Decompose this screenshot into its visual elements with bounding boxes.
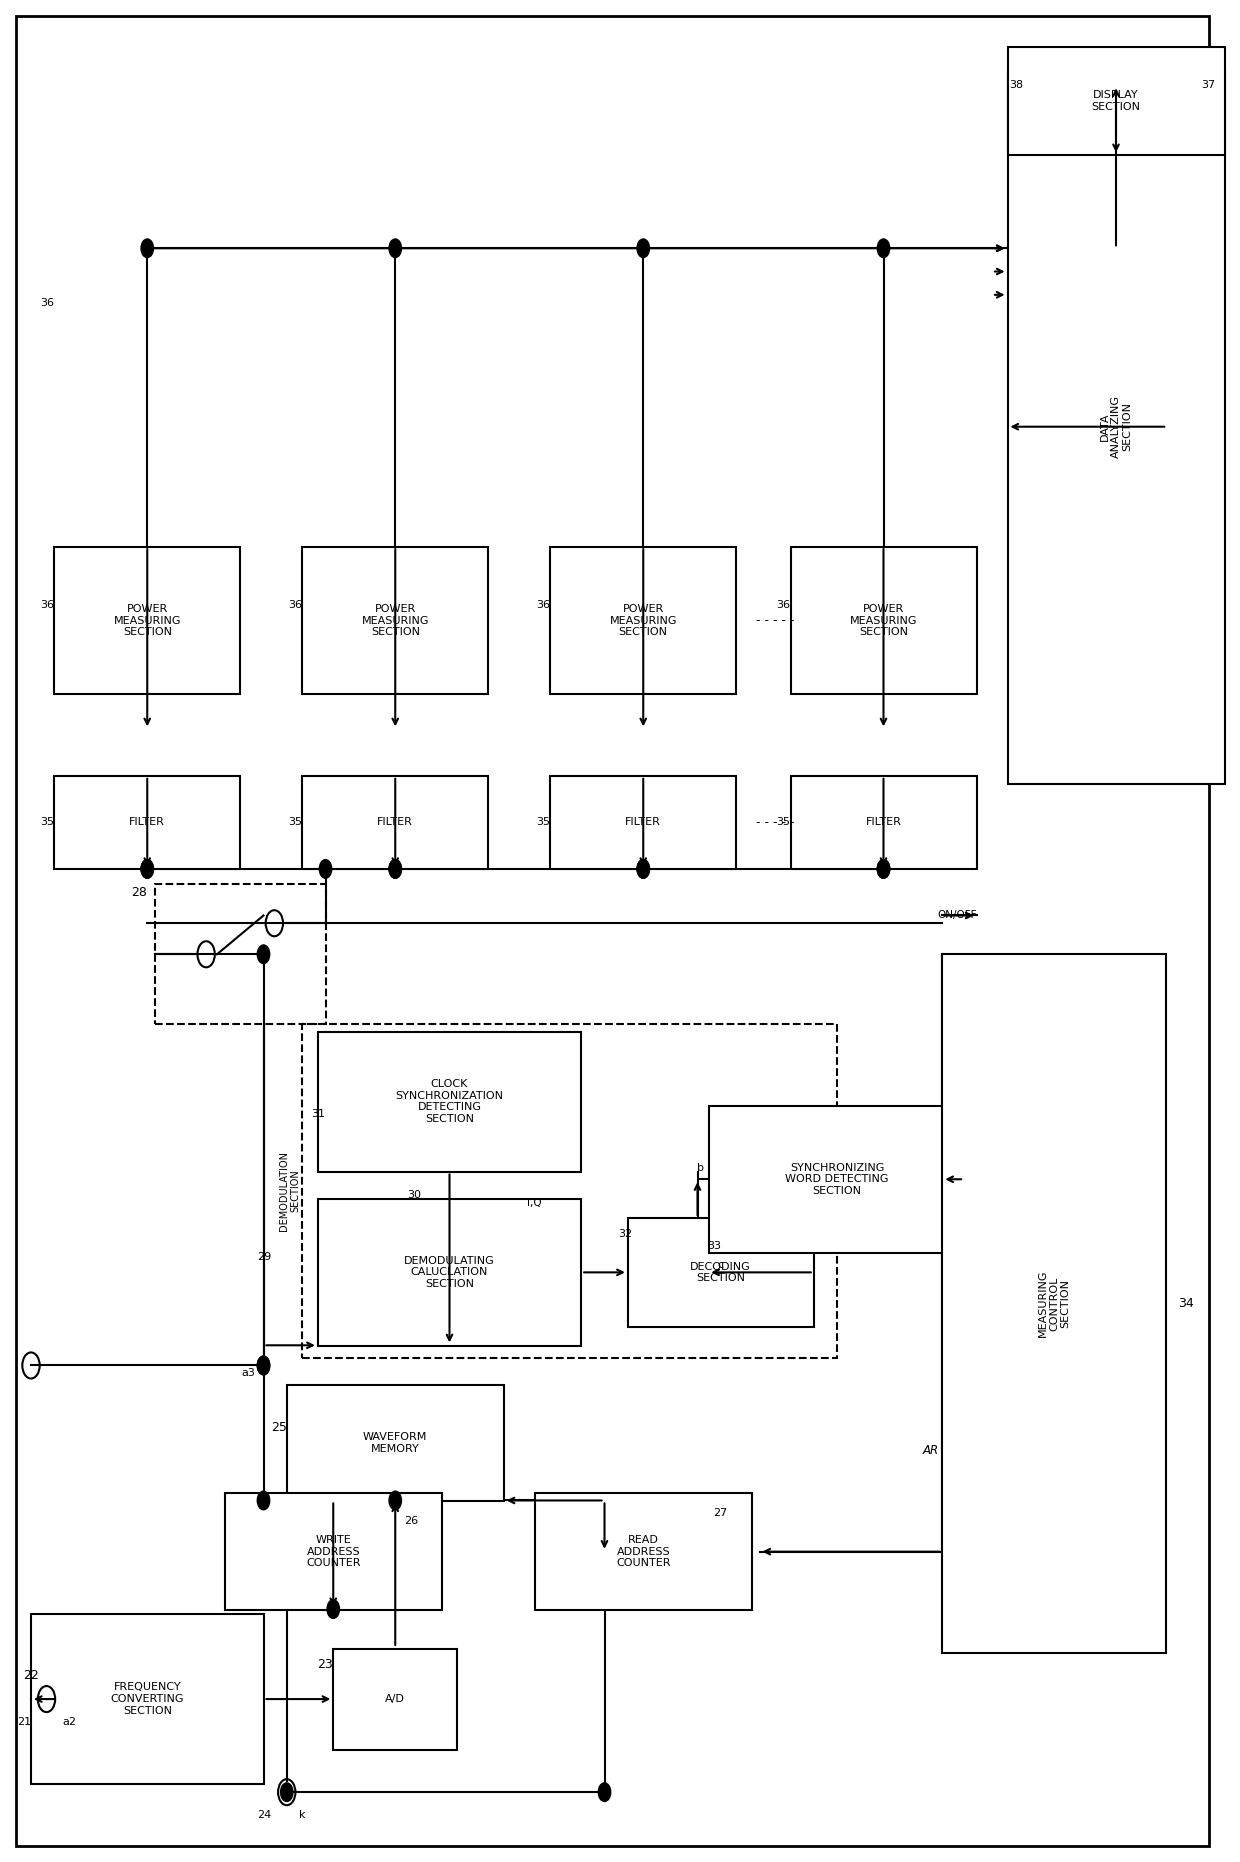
FancyBboxPatch shape xyxy=(1007,47,1225,155)
Text: b: b xyxy=(697,1164,704,1173)
FancyBboxPatch shape xyxy=(303,547,489,695)
FancyBboxPatch shape xyxy=(941,953,1167,1653)
Circle shape xyxy=(280,1784,293,1802)
Text: - - - - -: - - - - - xyxy=(755,614,795,627)
FancyBboxPatch shape xyxy=(334,1648,458,1750)
Text: 31: 31 xyxy=(311,1110,325,1119)
Text: POWER
MEASURING
SECTION: POWER MEASURING SECTION xyxy=(114,603,181,637)
Text: k: k xyxy=(299,1810,305,1821)
Text: WRITE
ADDRESS
COUNTER: WRITE ADDRESS COUNTER xyxy=(306,1534,361,1568)
FancyBboxPatch shape xyxy=(709,1106,965,1253)
Text: CLOCK
SYNCHRONIZATION
DETECTING
SECTION: CLOCK SYNCHRONIZATION DETECTING SECTION xyxy=(396,1080,503,1125)
Text: 25: 25 xyxy=(270,1421,286,1434)
Text: DECODING
SECTION: DECODING SECTION xyxy=(691,1262,751,1283)
Circle shape xyxy=(141,860,154,879)
FancyBboxPatch shape xyxy=(534,1493,751,1611)
FancyBboxPatch shape xyxy=(31,1614,263,1784)
Text: 35: 35 xyxy=(288,817,303,827)
Circle shape xyxy=(637,860,650,879)
Circle shape xyxy=(389,238,402,257)
Text: SYNCHRONIZING
WORD DETECTING
SECTION: SYNCHRONIZING WORD DETECTING SECTION xyxy=(785,1162,889,1195)
Text: I,Q: I,Q xyxy=(527,1197,542,1208)
Circle shape xyxy=(637,860,650,879)
Text: 36: 36 xyxy=(776,600,791,611)
Text: - - - - -: - - - - - xyxy=(755,816,795,829)
Text: DEMODULATION
SECTION: DEMODULATION SECTION xyxy=(279,1151,300,1231)
Text: POWER
MEASURING
SECTION: POWER MEASURING SECTION xyxy=(362,603,429,637)
FancyBboxPatch shape xyxy=(224,1493,441,1611)
Circle shape xyxy=(389,860,402,879)
Text: 35: 35 xyxy=(536,817,551,827)
FancyBboxPatch shape xyxy=(1007,69,1225,784)
FancyBboxPatch shape xyxy=(791,547,977,695)
Text: FILTER: FILTER xyxy=(377,817,413,827)
Text: 36: 36 xyxy=(536,600,551,611)
Text: 28: 28 xyxy=(131,886,148,899)
FancyBboxPatch shape xyxy=(551,776,737,870)
FancyBboxPatch shape xyxy=(551,547,737,695)
Text: a3: a3 xyxy=(242,1369,255,1378)
Text: 36: 36 xyxy=(288,600,303,611)
Circle shape xyxy=(389,860,402,879)
FancyBboxPatch shape xyxy=(627,1218,813,1326)
FancyBboxPatch shape xyxy=(303,776,489,870)
Text: 26: 26 xyxy=(404,1516,418,1525)
FancyBboxPatch shape xyxy=(286,1385,503,1501)
Text: POWER
MEASURING
SECTION: POWER MEASURING SECTION xyxy=(610,603,677,637)
Text: 36: 36 xyxy=(40,298,55,307)
Text: FILTER: FILTER xyxy=(866,817,901,827)
Text: FILTER: FILTER xyxy=(129,817,165,827)
Text: 27: 27 xyxy=(714,1508,728,1518)
Text: 22: 22 xyxy=(24,1670,38,1681)
Circle shape xyxy=(258,1491,270,1510)
Circle shape xyxy=(878,860,890,879)
Circle shape xyxy=(141,238,154,257)
Text: 21: 21 xyxy=(17,1717,31,1728)
FancyBboxPatch shape xyxy=(317,1199,582,1346)
Circle shape xyxy=(878,238,890,257)
Text: MEASURING
CONTROL
SECTION: MEASURING CONTROL SECTION xyxy=(1038,1270,1070,1337)
Text: 35: 35 xyxy=(776,817,791,827)
Text: 24: 24 xyxy=(257,1810,272,1821)
Text: READ
ADDRESS
COUNTER: READ ADDRESS COUNTER xyxy=(616,1534,671,1568)
FancyBboxPatch shape xyxy=(55,547,241,695)
Text: 32: 32 xyxy=(619,1229,632,1238)
FancyBboxPatch shape xyxy=(317,1032,582,1171)
FancyBboxPatch shape xyxy=(791,776,977,870)
Text: ON/OFF: ON/OFF xyxy=(937,911,977,920)
Text: 35: 35 xyxy=(40,817,55,827)
Text: AR: AR xyxy=(923,1445,939,1458)
Text: 29: 29 xyxy=(257,1251,272,1262)
Circle shape xyxy=(878,860,890,879)
Text: 23: 23 xyxy=(317,1659,334,1672)
Text: a2: a2 xyxy=(63,1717,77,1728)
Circle shape xyxy=(258,1356,270,1374)
Text: WAVEFORM
MEMORY: WAVEFORM MEMORY xyxy=(363,1432,428,1454)
FancyBboxPatch shape xyxy=(55,776,241,870)
Circle shape xyxy=(319,860,332,879)
Circle shape xyxy=(258,946,270,965)
Text: 36: 36 xyxy=(40,600,55,611)
Circle shape xyxy=(637,238,650,257)
Text: 38: 38 xyxy=(1009,80,1023,91)
Circle shape xyxy=(141,860,154,879)
Text: DISPLAY
SECTION: DISPLAY SECTION xyxy=(1091,89,1141,112)
Text: POWER
MEASURING
SECTION: POWER MEASURING SECTION xyxy=(849,603,918,637)
Circle shape xyxy=(598,1784,611,1802)
Circle shape xyxy=(258,1356,270,1374)
Text: FREQUENCY
CONVERTING
SECTION: FREQUENCY CONVERTING SECTION xyxy=(110,1683,184,1715)
Text: 34: 34 xyxy=(1178,1298,1194,1309)
Text: 30: 30 xyxy=(408,1190,422,1199)
Text: c: c xyxy=(718,1259,724,1270)
Text: 33: 33 xyxy=(707,1240,720,1251)
Text: 37: 37 xyxy=(1202,80,1215,91)
Circle shape xyxy=(389,1491,402,1510)
Text: DEMODULATING
CALUCLATION
SECTION: DEMODULATING CALUCLATION SECTION xyxy=(404,1255,495,1289)
Text: A/D: A/D xyxy=(386,1694,405,1704)
Circle shape xyxy=(327,1599,340,1618)
Text: DATA
ANALYZING
SECTION: DATA ANALYZING SECTION xyxy=(1100,395,1132,458)
Text: FILTER: FILTER xyxy=(625,817,661,827)
